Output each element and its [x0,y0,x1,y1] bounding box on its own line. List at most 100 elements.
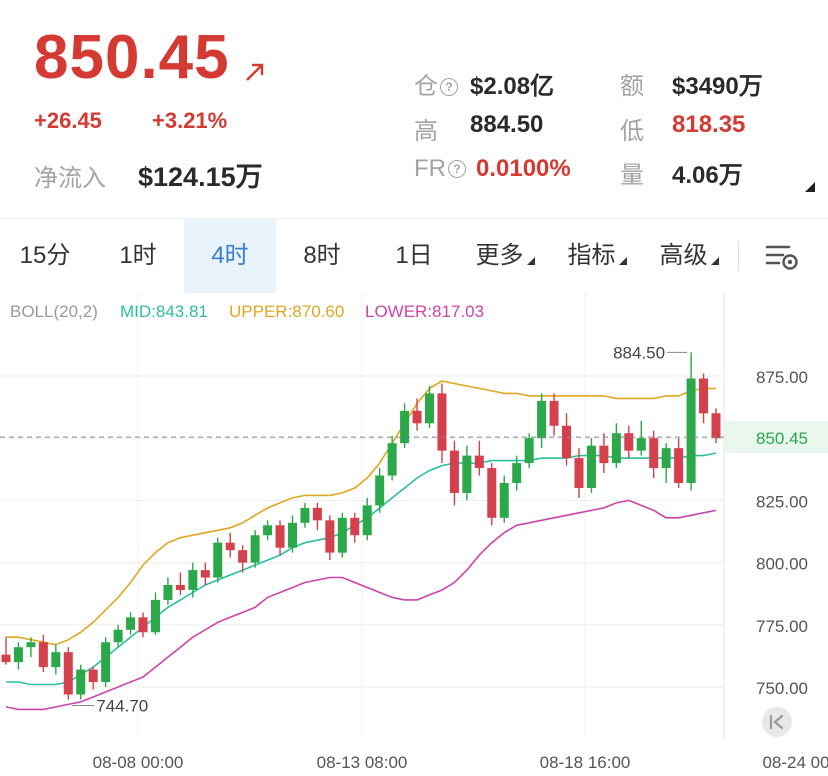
candle-body [474,455,484,469]
x-tick-label: 08-24 00 [762,753,828,772]
help-icon[interactable]: ? [440,78,458,96]
tab-1d[interactable]: 1日 [395,242,433,269]
candle-body [287,522,297,548]
tab-indicators[interactable]: 指标 [552,219,642,293]
tab-4h[interactable]: 4时 [184,219,276,293]
amount-value: $3490万 [672,73,763,100]
volume-value: 4.06万 [672,162,743,189]
amount-label: 额 [620,73,644,100]
candle-body [101,642,111,683]
funding-rate-value: 0.0100% [476,155,571,182]
candle-body [412,410,422,424]
candle-body [88,669,98,683]
candle-body [499,482,509,518]
candle-body [238,550,248,563]
low-marker-label: 744.70 [96,696,148,715]
candle-body [362,505,372,536]
candle-body [225,542,235,551]
x-tick-label: 08-13 08:00 [317,753,408,772]
candle-body [138,617,148,633]
candle-body [312,507,322,521]
candle-body [113,629,123,643]
candle-body [76,669,86,695]
candle-body [599,445,609,464]
candle-body [325,520,335,553]
price-header: 850.45 +26.45 +3.21% 净流入 $124.15万 仓? $2.… [0,0,828,206]
candle-body [686,378,696,483]
tab-advanced[interactable]: 高级 [644,219,734,293]
candle-body [51,652,61,668]
candle-body [674,448,684,483]
last-price: 850.45 [34,23,230,92]
y-tick-label: 750.00 [756,679,808,698]
boll-lower-value: LOWER:817.03 [365,302,485,321]
candle-body [636,438,646,451]
candle-body [437,393,447,451]
boll-upper-value: UPPER:870.60 [229,302,345,321]
scroll-to-latest-button[interactable] [762,707,792,737]
candle-body [487,468,497,518]
candle-body [300,507,310,523]
candle-body [512,463,522,483]
low-value: 818.35 [672,111,746,138]
price-change-percent: +3.21% [152,108,228,133]
help-icon[interactable]: ? [448,160,466,178]
volume-label: 量 [620,162,644,189]
candle-body [711,413,721,439]
candle-body [549,400,559,426]
candle-body [661,448,671,469]
net-inflow-value: $124.15万 [138,162,263,192]
candle-body [13,647,23,663]
dropdown-triangle-icon [618,257,627,265]
candle-body [26,642,36,648]
candle-body [150,599,160,633]
candle-body [400,410,410,444]
boll-indicator-name: BOLL(20,2) [10,302,98,321]
boll-mid-line [6,452,717,686]
candle-body [175,584,185,590]
expand-corner-icon[interactable] [805,182,815,192]
timeframe-tabs: 15分 1时 4时 8时 1日 更多 指标 高级 [0,218,828,293]
tab-8h[interactable]: 8时 [303,242,341,269]
candle-body [213,542,223,578]
candlestick-chart[interactable]: 875.00850.00825.00800.00775.00750.0008-0… [0,292,828,776]
candle-body [449,450,459,493]
candle-body [126,617,136,630]
candle-body [250,535,260,563]
candle-body [562,425,572,459]
position-label: 仓? [414,66,458,101]
position-value: $2.08亿 [470,73,555,100]
boll-mid-value: MID:843.81 [120,302,208,321]
candle-body [263,525,273,536]
current-price-label: 850.45 [756,429,808,448]
tab-1h[interactable]: 1时 [119,242,157,269]
candle-body [524,438,534,464]
candle-body [425,393,435,424]
y-tick-label: 775.00 [756,617,808,636]
candle-body [649,438,659,469]
candle-body [387,443,397,476]
high-label: 高 [414,118,438,145]
high-value: 884.50 [470,111,544,138]
x-tick-label: 08-08 00:00 [93,753,184,772]
candle-body [163,584,173,600]
up-arrow-icon [246,63,264,81]
current-price-tag [725,421,828,454]
candle-body [462,455,472,493]
boll-upper-line [6,380,716,646]
high-marker-label: 884.50 [613,343,665,362]
candle-body [188,570,198,590]
candle-body [275,525,285,548]
tab-more[interactable]: 更多 [460,219,550,293]
candle-body [38,642,48,668]
scroll-to-latest-icon[interactable] [769,714,784,730]
tab-15m[interactable]: 15分 [19,242,71,269]
candle-body [574,458,584,488]
candle-body [337,517,347,553]
candle-body [200,570,210,578]
x-tick-label: 08-18 16:00 [540,753,631,772]
chart-settings-icon[interactable] [764,240,800,272]
boll-lower-line [5,499,717,711]
candle-body [350,517,360,536]
candle-body [63,652,73,695]
